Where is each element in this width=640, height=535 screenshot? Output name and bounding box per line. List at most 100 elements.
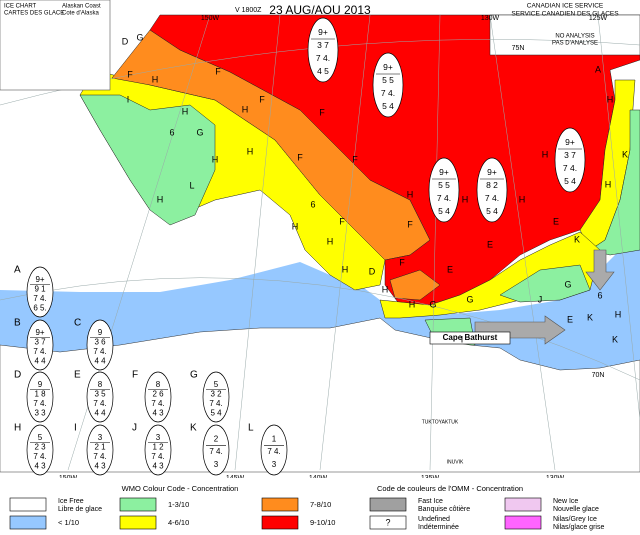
egg-codes: 9+3 77 4.4 5 9+5 57 4.5 49+5 57 4.5 49+8 … — [14, 17, 586, 476]
egg-letter: C — [74, 318, 81, 329]
region-label: L — [189, 180, 194, 190]
egg-line: 8 — [156, 380, 161, 389]
egg-letter: F — [132, 370, 138, 381]
legend-label-fr: Nilas/glace grise — [553, 524, 604, 531]
egg — [202, 371, 230, 423]
legend-swatch — [9, 515, 47, 530]
region-label: F — [339, 216, 345, 226]
egg-line: 3 — [156, 433, 161, 442]
legend-title-en: WMO Colour Code - Concentration — [122, 484, 239, 493]
region-label: D — [122, 36, 129, 46]
region-label: K — [622, 149, 628, 159]
region-label: G — [136, 32, 143, 42]
legend-swatch — [369, 515, 407, 530]
egg-line: 1 8 — [34, 389, 46, 398]
legend-label-fr: Indéterminée — [418, 524, 459, 531]
egg — [26, 371, 54, 423]
legend-label: Fast Ice — [418, 498, 443, 505]
legend-label: 9-10/10 — [310, 518, 335, 527]
egg-line: 1 2 — [152, 442, 164, 451]
egg-line: 1 — [272, 434, 277, 443]
legend-swatch — [119, 497, 157, 512]
egg — [86, 319, 114, 371]
region-label: H — [327, 236, 334, 246]
egg-line: 3 — [214, 460, 219, 469]
egg-line: 3 7 — [564, 150, 576, 160]
meridian — [429, 14, 441, 471]
egg-line: 9 1 — [34, 284, 46, 293]
egg-line: 2 6 — [152, 389, 164, 398]
title-en: ICE CHART — [4, 4, 37, 10]
ice-layer — [79, 14, 640, 351]
egg-letter: B — [14, 318, 21, 329]
region-label: H — [542, 149, 549, 159]
region-label: G — [429, 299, 436, 309]
egg — [26, 319, 54, 371]
region-label: G — [196, 127, 203, 137]
egg-line: 7 4. — [151, 452, 164, 461]
egg-line: 5 5 — [438, 180, 450, 190]
region-label: 6 — [310, 199, 315, 209]
egg-line: 9+ — [439, 167, 449, 177]
egg-line: 2 — [214, 434, 219, 443]
egg-line: 8 2 — [486, 180, 498, 190]
egg-line: 5 4 — [564, 176, 576, 186]
egg-line: 5 5 — [382, 75, 394, 85]
egg-letter: K — [190, 423, 197, 434]
egg-line: 7 4. — [33, 294, 46, 303]
legend-label: 4-6/10 — [168, 518, 189, 527]
region-label: G — [564, 279, 571, 289]
region-label: E — [553, 216, 559, 226]
legend: WMO Colour Code - Concentration Code de … — [0, 478, 640, 535]
agency-fr: SERVICE CANADIEN DES GLACES — [511, 11, 619, 18]
egg-line: 7 4. — [93, 399, 106, 408]
region-label: H — [605, 179, 612, 189]
region-label: E — [567, 314, 573, 324]
region-label: D — [369, 266, 376, 276]
egg-line: 3 7 — [34, 337, 46, 346]
region-label: E — [447, 264, 453, 274]
egg-line: 9+ — [487, 167, 497, 177]
region-label: 6 — [169, 127, 174, 137]
egg-line: 9 — [38, 380, 43, 389]
region-label: I — [461, 334, 464, 344]
legend-label-fr: Banquise côtière — [418, 506, 470, 513]
egg — [372, 52, 404, 118]
region-label: H — [157, 194, 164, 204]
region-fr: Cote d'Alaska — [62, 11, 99, 17]
egg-line: 9+ — [383, 62, 393, 72]
region-label: H — [407, 189, 414, 199]
region-label: F — [319, 107, 325, 117]
legend-swatch — [119, 515, 157, 530]
ice-1-3 — [499, 264, 591, 303]
title-fr: CARTES DES GLACE — [4, 11, 64, 17]
egg-line: 3 2 — [210, 389, 222, 398]
place-label: INUVIK — [447, 459, 464, 465]
egg-line: 5 — [38, 433, 43, 442]
egg-line: 7 4. — [33, 399, 46, 408]
egg-line: 7 4. — [437, 193, 451, 203]
egg-line: 4 3 — [34, 461, 46, 470]
egg — [144, 424, 172, 476]
egg — [26, 424, 54, 476]
ice-1-3 — [79, 94, 216, 226]
egg-line: 4 4 — [34, 356, 46, 365]
egg-line: 3 6 — [94, 337, 106, 346]
parallel — [0, 277, 640, 381]
region-label: F — [127, 69, 133, 79]
egg-letter: I — [74, 423, 77, 434]
egg-line: 4 5 — [317, 66, 329, 76]
legend-label-fr: Nouvelle glace — [553, 506, 599, 513]
graticule-label: 75N — [512, 45, 525, 52]
region-label: H — [182, 106, 189, 116]
egg-line: 3 7 — [317, 40, 329, 50]
region-label: F — [399, 257, 405, 267]
arrow — [585, 249, 615, 291]
region-label: G — [466, 294, 473, 304]
region-label: H — [342, 264, 349, 274]
region-label: K — [587, 312, 593, 322]
legend-swatch — [261, 515, 299, 530]
egg-line: 7 4. — [209, 447, 222, 456]
egg-line: 7 4. — [485, 193, 499, 203]
header: ICE CHART CARTES DES GLACE Alaskan Coast… — [0, 0, 619, 91]
